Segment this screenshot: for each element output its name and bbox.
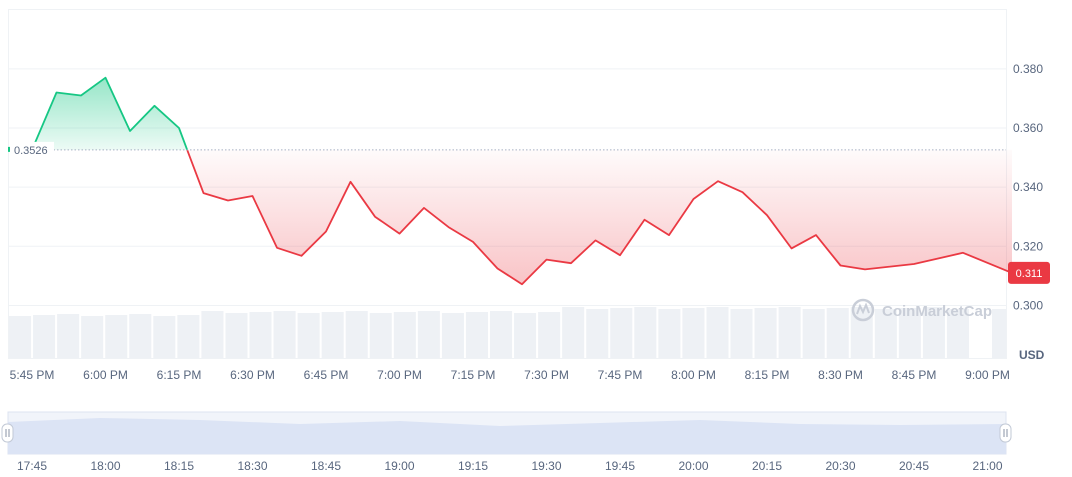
y-tick-label: 0.320 <box>1013 239 1043 253</box>
area-below-reference <box>187 149 1012 285</box>
x-tick-label: 8:45 PM <box>892 368 937 382</box>
volume-bar <box>417 311 440 358</box>
navigator-tick-label: 20:00 <box>678 459 708 473</box>
volume-bar <box>898 308 921 358</box>
navigator-tick-label: 17:45 <box>17 459 47 473</box>
reference-price-label: 0.3526 <box>14 145 48 157</box>
volume-bar <box>345 311 368 358</box>
navigator-series-area <box>8 418 1006 454</box>
volume-bar <box>297 313 320 358</box>
reference-label-bg <box>10 141 54 157</box>
volume-bar <box>177 315 200 358</box>
volume-bar <box>57 314 80 358</box>
y-tick-label: 0.380 <box>1013 62 1043 76</box>
volume-bar <box>33 315 56 358</box>
price-line-down <box>186 149 1013 286</box>
volume-bar <box>369 313 392 358</box>
y-tick-label: 0.340 <box>1013 180 1043 194</box>
volume-bar <box>754 308 777 358</box>
navigator-tick-label: 19:45 <box>605 459 635 473</box>
navigator-tick-label: 21:00 <box>972 459 1002 473</box>
x-tick-label: 8:00 PM <box>671 368 716 382</box>
area-above-reference <box>32 77 188 150</box>
x-tick-label: 8:30 PM <box>818 368 863 382</box>
volume-bar <box>129 314 152 358</box>
volume-bar <box>992 309 1006 358</box>
x-tick-label: 8:15 PM <box>745 368 790 382</box>
coinmarketcap-icon <box>851 298 875 322</box>
volume-bar <box>610 308 633 358</box>
volume-bar <box>730 309 753 358</box>
volume-bar <box>393 312 416 358</box>
volume-bar <box>874 309 897 358</box>
navigator-tick-label: 18:45 <box>311 459 341 473</box>
x-tick-label: 7:00 PM <box>377 368 422 382</box>
volume-bar <box>321 312 344 358</box>
x-tick-label: 9:00 PM <box>965 368 1010 382</box>
volume-bar <box>225 313 248 358</box>
coinmarketcap-icon-wave <box>856 302 870 315</box>
volume-bar <box>465 312 488 358</box>
navigator-tick-label: 18:15 <box>164 459 194 473</box>
volume-bar <box>441 313 464 358</box>
volume-bar <box>802 309 825 358</box>
watermark-text: CoinMarketCap <box>882 303 992 320</box>
volume-bar <box>81 316 104 358</box>
x-tick-label: 6:30 PM <box>230 368 275 382</box>
navigator-tick-label: 20:45 <box>899 459 929 473</box>
volume-bar <box>682 308 705 358</box>
volume-bar <box>706 307 729 358</box>
volume-bar <box>201 311 224 358</box>
volume-bar <box>826 308 849 358</box>
x-tick-label: 7:45 PM <box>598 368 643 382</box>
x-tick-label: 6:45 PM <box>304 368 349 382</box>
volume-bar <box>249 312 272 358</box>
volume-bar <box>153 316 176 358</box>
volume-bar <box>9 316 32 358</box>
volume-bar <box>562 307 585 358</box>
navigator-tick-label: 19:30 <box>531 459 561 473</box>
volume-bar <box>634 307 657 358</box>
navigator-tick-label: 19:15 <box>458 459 488 473</box>
x-tick-label: 6:00 PM <box>83 368 128 382</box>
current-price-label: 0.311 <box>1016 268 1043 280</box>
y-tick-label: 0.360 <box>1013 121 1043 135</box>
navigator-tick-label: 19:00 <box>384 459 414 473</box>
navigator-tick-label: 18:00 <box>90 459 120 473</box>
volume-bar <box>490 311 513 358</box>
price-line-up <box>31 76 189 151</box>
volume-bar <box>778 307 801 358</box>
x-tick-label: 7:30 PM <box>524 368 569 382</box>
current-price-tag <box>1008 261 1050 284</box>
volume-bar <box>586 309 609 358</box>
volume-bar <box>105 315 128 358</box>
volume-bar <box>538 312 561 358</box>
x-tick-label: 5:45 PM <box>10 368 55 382</box>
currency-label: USD <box>1019 348 1045 362</box>
volume-bar <box>658 309 681 358</box>
volume-bar <box>273 311 296 358</box>
navigator-handle-left[interactable] <box>1 423 14 443</box>
y-tick-label: 0.300 <box>1013 298 1043 312</box>
x-tick-label: 6:15 PM <box>157 368 202 382</box>
watermark-logo: CoinMarketCap <box>851 298 992 322</box>
x-tick-label: 7:15 PM <box>451 368 496 382</box>
navigator-tick-label: 20:30 <box>825 459 855 473</box>
volume-bar <box>922 307 945 358</box>
navigator-tick-label: 18:30 <box>237 459 267 473</box>
reference-marker <box>8 146 10 152</box>
volume-bar <box>946 309 969 358</box>
volume-bar <box>514 313 537 358</box>
navigator-handle-right[interactable] <box>999 423 1012 443</box>
navigator-tick-label: 20:15 <box>752 459 782 473</box>
